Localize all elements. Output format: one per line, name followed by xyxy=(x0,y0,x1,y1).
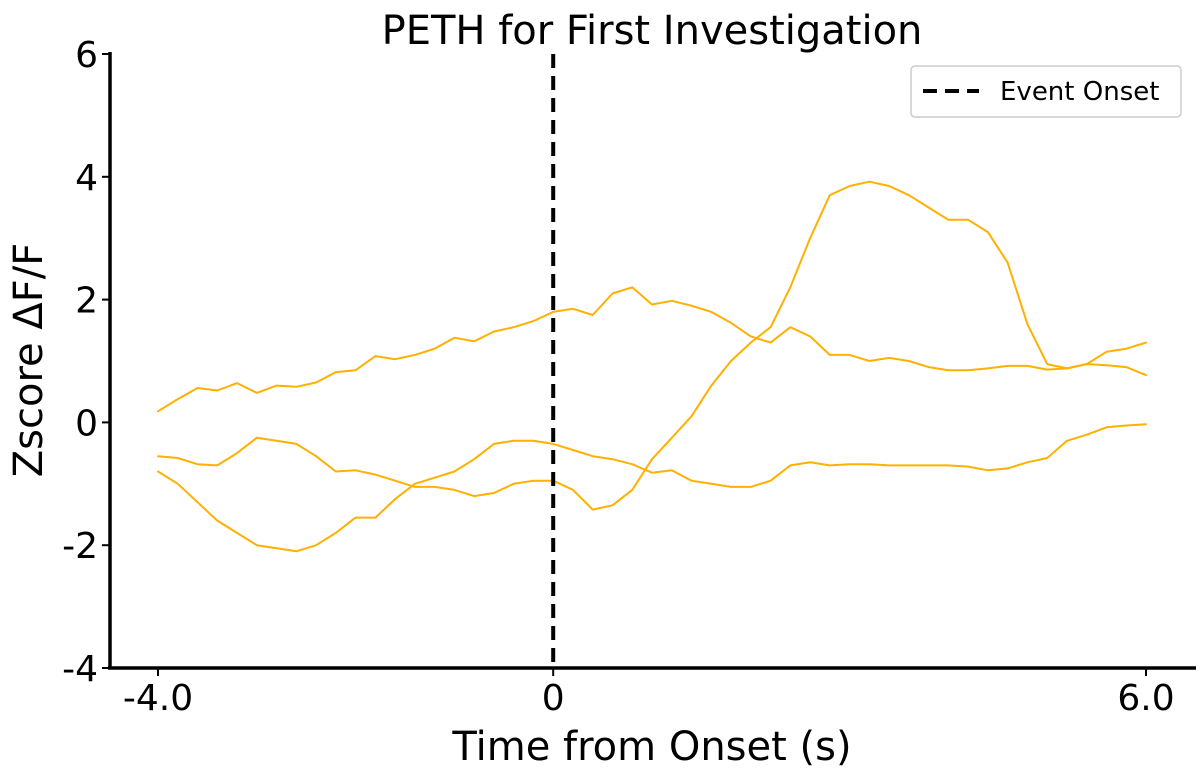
legend-label: Event Onset xyxy=(1000,77,1159,107)
x-axis-title: Time from Onset (s) xyxy=(451,724,851,770)
y-ticks: -4 -2 0 2 4 6 xyxy=(62,35,110,690)
y-axis-title: Zscore ΔF/F xyxy=(6,243,52,477)
series-line-2 xyxy=(157,180,1147,511)
x-tick-label: -4.0 xyxy=(123,678,193,719)
series-line-3 xyxy=(157,423,1147,553)
y-tick-label: 4 xyxy=(75,158,98,199)
series-line-1 xyxy=(157,286,1147,413)
x-tick-label: 6.0 xyxy=(1117,678,1174,719)
y-tick-label: 6 xyxy=(75,35,98,76)
y-tick-label: 0 xyxy=(75,403,98,444)
legend: Event Onset xyxy=(910,65,1182,118)
chart-title: PETH for First Investigation xyxy=(382,8,923,54)
series-layer xyxy=(157,180,1147,553)
y-tick-label: 2 xyxy=(75,281,98,322)
y-tick-label: -4 xyxy=(62,649,98,690)
legend-frame xyxy=(910,65,1182,118)
x-ticks: -4.0 0 6.0 xyxy=(123,668,1175,719)
x-tick-label: 0 xyxy=(542,678,565,719)
y-tick-label: -2 xyxy=(62,526,98,567)
